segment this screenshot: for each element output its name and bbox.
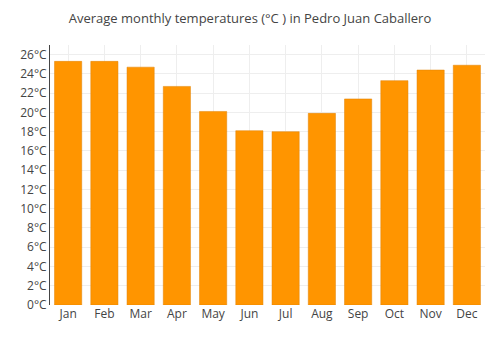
svg-text:Mar: Mar: [129, 305, 151, 322]
svg-text:Feb: Feb: [94, 305, 114, 322]
svg-text:12°C: 12°C: [20, 181, 47, 198]
svg-text:26°C: 26°C: [20, 46, 47, 63]
svg-text:8°C: 8°C: [27, 219, 47, 236]
svg-text:Average monthly temperatures (: Average monthly temperatures (°C ) in Pe…: [69, 9, 432, 27]
svg-text:22°C: 22°C: [20, 84, 47, 101]
svg-text:2°C: 2°C: [27, 277, 47, 294]
svg-text:18°C: 18°C: [20, 123, 47, 140]
svg-text:24°C: 24°C: [20, 65, 47, 82]
svg-text:Nov: Nov: [420, 305, 442, 322]
svg-text:14°C: 14°C: [20, 161, 47, 178]
svg-text:0°C: 0°C: [27, 296, 47, 313]
svg-text:Oct: Oct: [385, 305, 404, 322]
svg-text:Jul: Jul: [278, 305, 293, 322]
svg-text:May: May: [201, 305, 225, 322]
svg-text:10°C: 10°C: [20, 200, 47, 217]
svg-text:Jun: Jun: [239, 305, 258, 322]
svg-text:Dec: Dec: [456, 305, 477, 322]
svg-text:Jan: Jan: [59, 305, 77, 322]
svg-text:Apr: Apr: [167, 305, 187, 322]
svg-text:16°C: 16°C: [20, 142, 47, 159]
svg-text:6°C: 6°C: [27, 238, 47, 255]
svg-text:4°C: 4°C: [27, 258, 47, 275]
svg-text:Aug: Aug: [311, 305, 333, 322]
svg-text:20°C: 20°C: [20, 104, 47, 121]
svg-text:Sep: Sep: [348, 305, 369, 322]
